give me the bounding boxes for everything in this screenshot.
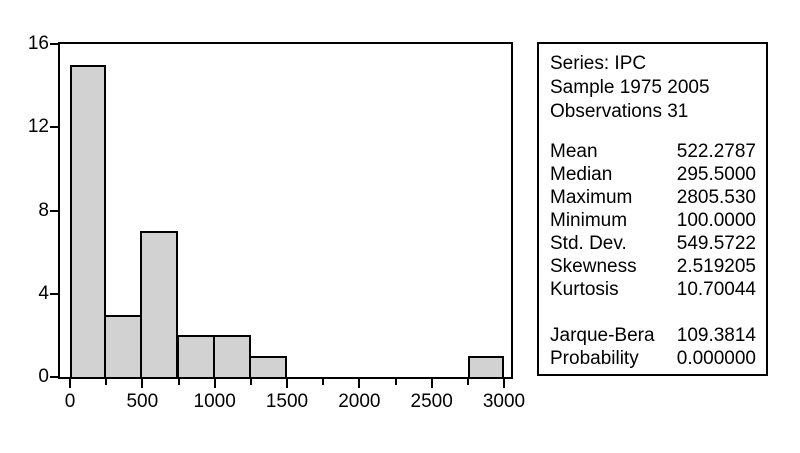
y-axis-tick — [50, 376, 58, 378]
test-row-value: 0.000000 — [676, 348, 756, 369]
test-row-label: Probability — [550, 348, 639, 369]
stat-row-value: 522.2787 — [676, 141, 756, 162]
stat-row-label: Minimum — [550, 210, 628, 231]
stat-row: Minimum 100.0000 — [550, 209, 756, 232]
x-axis-tick-label: 2500 — [410, 391, 453, 412]
stat-row: Skewness 2.519205 — [550, 255, 756, 278]
x-axis-minor-tick — [322, 379, 325, 385]
stat-row-value: 100.0000 — [676, 210, 756, 231]
x-axis-tick-label: 3000 — [482, 391, 526, 412]
histogram-bar — [467, 356, 504, 379]
x-axis-tick-label: 500 — [126, 391, 159, 412]
histogram-bar — [176, 335, 215, 379]
stat-row: Mean 522.2787 — [550, 140, 756, 163]
x-axis-major-tick — [141, 379, 144, 388]
x-axis-major-tick — [503, 379, 505, 388]
histogram-bar — [140, 231, 179, 379]
stat-row-label: Std. Dev. — [550, 233, 627, 254]
x-axis-minor-tick — [177, 379, 180, 385]
x-axis-minor-tick — [105, 379, 108, 385]
y-axis-tick-label: 16 — [27, 33, 49, 54]
x-axis-minor-tick — [249, 379, 252, 385]
histogram-bar — [70, 64, 107, 379]
test-row-label: Jarque-Bera — [550, 325, 655, 346]
y-axis-tick — [50, 43, 58, 45]
x-axis-major-tick — [69, 379, 71, 388]
y-axis-tick — [50, 292, 58, 295]
y-axis-tick-label: 4 — [38, 282, 49, 304]
histogram-bar — [248, 356, 287, 379]
stat-row-label: Skewness — [550, 256, 637, 277]
test-row: Probability 0.000000 — [550, 347, 756, 370]
y-axis-tick — [50, 126, 58, 129]
stat-row: Median 295.5000 — [550, 163, 756, 186]
stat-row-value: 2.519205 — [676, 256, 756, 277]
test-stats-list: Jarque-Bera 109.3814 Probability 0.000000 — [550, 324, 756, 370]
x-axis-major-tick — [213, 379, 216, 388]
y-axis-tick-label: 0 — [38, 366, 49, 387]
stats-panel-header: Series: IPC Sample 1975 2005 Observation… — [550, 52, 756, 124]
x-axis-minor-tick — [466, 379, 469, 385]
x-axis-tick-label: 2000 — [338, 391, 381, 412]
test-row-value: 109.3814 — [676, 325, 756, 346]
sample-line: Sample 1975 2005 — [550, 77, 710, 98]
test-row: Jarque-Bera 109.3814 — [550, 324, 756, 347]
stat-row-value: 295.5000 — [676, 164, 756, 185]
x-axis-major-tick — [286, 379, 288, 388]
plot-area — [58, 42, 513, 379]
stat-row-label: Maximum — [550, 187, 633, 208]
x-axis-minor-tick — [394, 379, 397, 385]
x-axis-tick-label: 1000 — [193, 391, 236, 412]
histogram-bar — [104, 314, 143, 379]
stats-panel: Series: IPC Sample 1975 2005 Observation… — [537, 42, 768, 376]
y-axis-tick — [50, 209, 58, 212]
x-axis-major-tick — [358, 379, 361, 388]
stat-row-label: Kurtosis — [550, 279, 619, 300]
stat-row-value: 549.5722 — [676, 233, 756, 254]
descriptive-stats-list: Mean 522.2787 Median 295.5000 Maximum 2805.53… — [550, 140, 756, 301]
stat-row-value: 2805.530 — [676, 187, 756, 208]
histogram-bar — [212, 335, 251, 379]
stat-row: Std. Dev. 549.5722 — [550, 232, 756, 255]
stat-row: Maximum 2805.530 — [550, 186, 756, 209]
stat-row-label: Mean — [550, 141, 598, 162]
y-axis-tick-label: 12 — [27, 116, 49, 138]
stat-row-value: 10.70044 — [676, 279, 756, 300]
x-axis-tick-label: 1500 — [265, 391, 309, 412]
x-axis-tick-label: 0 — [64, 391, 76, 412]
stat-row: Kurtosis 10.70044 — [550, 278, 756, 301]
stat-row-label: Median — [550, 164, 613, 185]
series-line: Series: IPC — [550, 53, 647, 74]
x-axis-major-tick — [430, 379, 433, 388]
y-axis-tick-label: 8 — [38, 199, 49, 221]
observations-line: Observations 31 — [550, 101, 689, 122]
